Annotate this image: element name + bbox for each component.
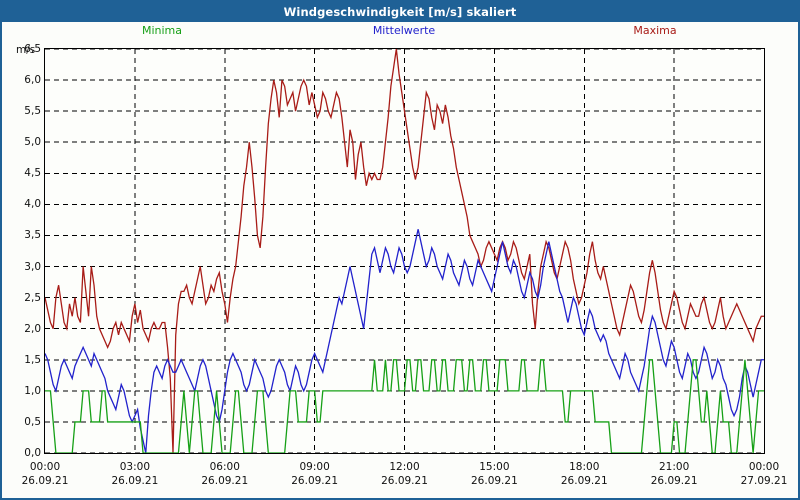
x-tick-date: 26.09.21 (201, 475, 249, 487)
y-tick-label: 0,0 (24, 447, 41, 459)
x-tick-date: 26.09.21 (21, 475, 69, 487)
y-tick-label: 1,0 (24, 384, 41, 397)
x-tick-date: 27.09.21 (740, 475, 788, 487)
y-tick-label: 3,5 (24, 229, 41, 242)
y-tick-label: 4,0 (24, 198, 41, 211)
x-tick-time: 06:00 (209, 461, 240, 473)
x-tick-date: 26.09.21 (650, 475, 698, 487)
x-tick-label: 00:00 27.09.21 (741, 460, 788, 488)
x-tick-label: 15:00 26.09.21 (471, 460, 518, 488)
x-tick-date: 26.09.21 (291, 475, 339, 487)
x-tick-date: 26.09.21 (111, 475, 159, 487)
x-tick-label: 18:00 26.09.21 (561, 460, 608, 488)
y-tick-label: 1,5 (24, 353, 41, 366)
y-tick-label: 2,0 (24, 322, 41, 335)
plot-region (44, 48, 765, 454)
y-tick-label: 6,0 (24, 74, 41, 87)
series-line-maxima (44, 48, 764, 454)
x-tick-label: 00:00 26.09.21 (22, 460, 69, 488)
y-axis-tick-labels: 6,5 6,0 5,5 5,0 4,5 4,0 3,5 3,0 2,5 2,0 1,5 1,0 0,5 0… (2, 40, 44, 498)
y-tick-label: 6,5 (24, 43, 41, 55)
y-tick-label: 5,0 (24, 136, 41, 149)
y-tick-label: 3,0 (24, 260, 41, 273)
y-tick-label: 0,5 (24, 415, 41, 428)
window-title-bar: Windgeschwindigkeit [m/s] skaliert (2, 2, 798, 22)
x-tick-time: 21:00 (658, 461, 690, 473)
x-tick-time: 00:00 (748, 461, 780, 473)
y-tick-label: 4,5 (24, 167, 41, 180)
x-tick-label: 12:00 26.09.21 (381, 460, 428, 488)
chart-svg (44, 48, 764, 454)
x-tick-time: 18:00 (569, 461, 600, 473)
chart-legend: Minima Mittelwerte Maxima (2, 24, 798, 40)
y-tick-label: 5,5 (24, 105, 41, 118)
x-tick-label: 21:00 26.09.21 (651, 460, 698, 488)
x-axis-tick-labels: 00:00 26.09.21 03:00 26.09.21 06:00 26.09.21 0… (2, 460, 798, 496)
x-tick-time: 12:00 (389, 461, 420, 473)
x-tick-label: 06:00 26.09.21 (201, 460, 248, 488)
x-tick-date: 26.09.21 (560, 475, 608, 487)
x-tick-time: 00:00 (29, 461, 61, 473)
x-tick-time: 09:00 (299, 461, 330, 473)
legend-item-maxima: Maxima (633, 24, 677, 37)
x-tick-label: 09:00 26.09.21 (291, 460, 338, 488)
chart-area: m/s 6,5 6,0 5,5 5,0 4,5 4,0 3,5 3,0 2,5 2,0 1,5 1,0… (2, 40, 798, 498)
page-title: Windgeschwindigkeit [m/s] skaliert (283, 5, 517, 19)
y-tick-label: 2,5 (24, 291, 41, 304)
x-tick-label: 03:00 26.09.21 (111, 460, 158, 488)
x-tick-date: 26.09.21 (470, 475, 518, 487)
legend-item-mittelwerte: Mittelwerte (372, 24, 436, 37)
series-line-mittelwerte (44, 229, 764, 454)
legend-item-minima: Minima (141, 24, 183, 37)
x-tick-time: 15:00 (479, 461, 510, 473)
y-axis-unit-label: m/s (16, 44, 36, 56)
x-tick-time: 03:00 (119, 461, 151, 473)
x-tick-date: 26.09.21 (381, 475, 428, 487)
